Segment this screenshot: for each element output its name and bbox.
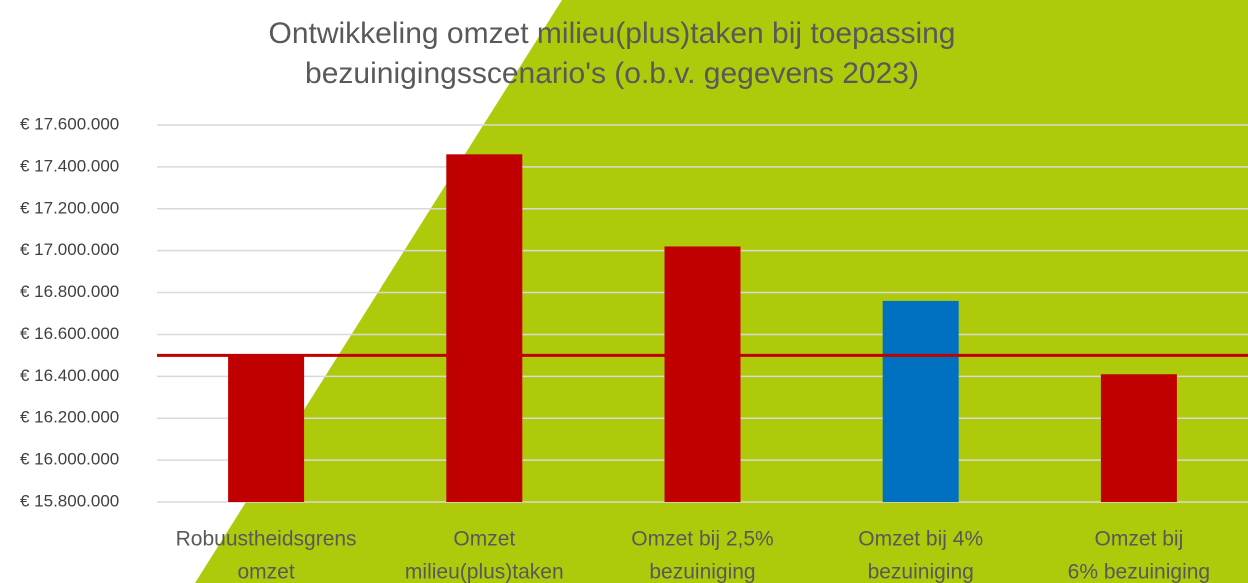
y-tick-label: € 16.600.000: [20, 324, 119, 343]
x-tick-label: Omzet bij: [1095, 528, 1184, 551]
x-tick-label: Omzet bij 4%: [858, 528, 983, 551]
x-tick-label: Robuustheidsgrens: [176, 528, 357, 551]
y-tick-label: € 17.000.000: [20, 240, 119, 259]
chart-title: Ontwikkeling omzet milieu(plus)taken bij…: [269, 17, 956, 50]
bar: [882, 300, 959, 502]
y-tick-label: € 16.000.000: [20, 450, 119, 469]
y-tick-label: € 16.800.000: [20, 282, 119, 301]
bar: [228, 355, 305, 502]
y-tick-label: € 17.600.000: [20, 114, 119, 133]
x-tick-label: omzet: [238, 561, 295, 583]
x-tick-label: bezuiniging: [868, 561, 974, 583]
x-tick-label: milieu(plus)taken: [405, 561, 564, 583]
bar: [1100, 374, 1177, 502]
x-tick-label: Omzet bij 2,5%: [631, 528, 773, 551]
chart-title: bezuinigingsscenario's (o.b.v. gegevens …: [305, 57, 919, 90]
x-tick-label: bezuiniging: [649, 561, 755, 583]
y-tick-label: € 16.400.000: [20, 366, 119, 385]
bar: [664, 246, 741, 502]
y-tick-label: € 15.800.000: [20, 491, 119, 510]
x-tick-label: Omzet: [453, 528, 515, 551]
y-tick-label: € 16.200.000: [20, 408, 119, 427]
y-tick-label: € 17.200.000: [20, 198, 119, 217]
y-tick-label: € 17.400.000: [20, 156, 119, 175]
x-tick-label: 6% bezuiniging: [1068, 561, 1210, 583]
bar: [446, 154, 523, 503]
